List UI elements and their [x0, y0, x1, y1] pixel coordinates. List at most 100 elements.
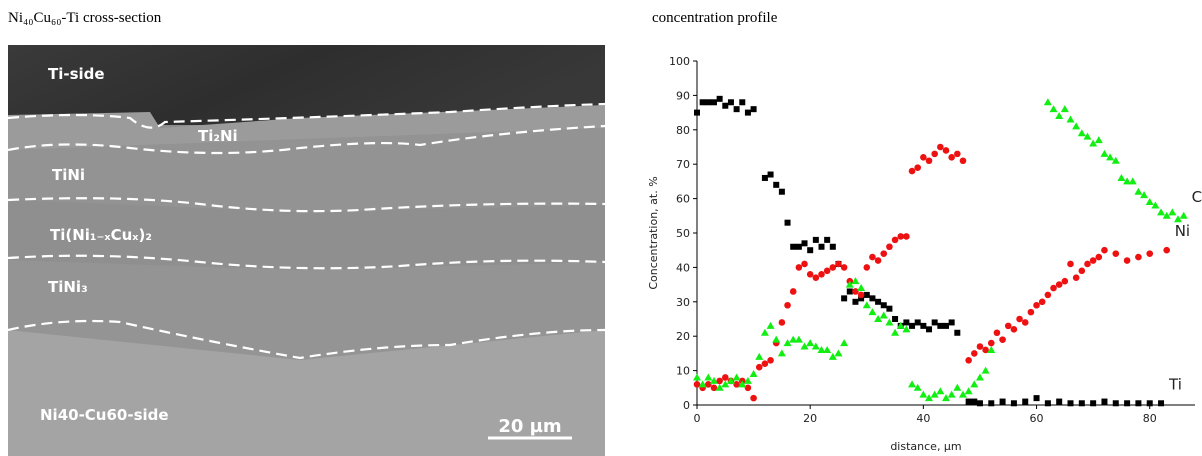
point [1095, 253, 1103, 261]
point [970, 380, 979, 388]
point [925, 394, 934, 402]
point [1077, 129, 1086, 137]
point [1101, 246, 1108, 254]
point [1151, 201, 1160, 209]
point [886, 305, 893, 312]
point [801, 240, 808, 247]
point [914, 319, 921, 326]
point [806, 270, 814, 278]
phase-label: Ti-side [48, 65, 105, 83]
point [710, 384, 718, 392]
point [954, 329, 961, 336]
point [1067, 400, 1074, 407]
point [727, 99, 734, 106]
point [1135, 253, 1142, 261]
point [1055, 281, 1063, 288]
point [761, 360, 769, 368]
point [891, 236, 899, 244]
point [1163, 246, 1171, 254]
point [795, 243, 802, 250]
point [1100, 149, 1109, 157]
point [993, 329, 1001, 337]
point [1078, 267, 1086, 275]
point [840, 264, 848, 271]
point [1111, 156, 1120, 164]
point [902, 325, 911, 333]
point [852, 298, 859, 305]
point [817, 345, 826, 353]
point [824, 236, 831, 243]
point [811, 342, 820, 350]
point [767, 356, 774, 364]
point [694, 109, 700, 116]
phase-label: Ni40-Cu60-side [40, 406, 169, 424]
point [721, 374, 729, 381]
x-tick-label: 80 [1143, 412, 1157, 425]
point [869, 295, 876, 302]
point [965, 398, 972, 405]
point [1055, 112, 1064, 120]
point [1078, 400, 1085, 407]
point [919, 390, 928, 398]
point [862, 301, 871, 309]
point [835, 260, 842, 268]
point [958, 390, 967, 398]
point [1117, 173, 1126, 181]
point [818, 243, 825, 250]
y-tick-label: 10 [676, 365, 690, 378]
point [1022, 398, 1029, 405]
point [801, 260, 808, 268]
point [773, 181, 780, 188]
point [784, 219, 791, 226]
point [981, 366, 990, 374]
point [1135, 400, 1142, 407]
point [823, 267, 831, 275]
point [743, 376, 752, 384]
series-label: Ti [1168, 375, 1182, 393]
point [909, 322, 916, 329]
point [1157, 208, 1166, 216]
point [778, 319, 786, 326]
point [845, 280, 854, 288]
point [982, 346, 989, 354]
chart: 0 10 20 30 40 50 60 70 80 90 100 0 20 40 60 80 distance,… [647, 55, 1202, 453]
y-tick-label: 50 [676, 227, 690, 240]
point [1004, 322, 1012, 330]
point [766, 321, 775, 329]
point [716, 377, 723, 385]
point [885, 318, 894, 326]
point [739, 99, 746, 106]
point [948, 154, 955, 161]
point [715, 383, 724, 391]
point [959, 157, 967, 165]
point [1038, 298, 1046, 306]
point [710, 99, 717, 106]
point [783, 339, 792, 347]
point [970, 350, 978, 357]
point [1101, 398, 1108, 405]
sem-image: Ti-side Ti₂Ni TiNi Ti(Ni₁₋ₓCuₓ)₂ TiNi₃ N… [8, 45, 605, 456]
point [1043, 98, 1052, 106]
point [800, 342, 809, 350]
phase-label: Ti₂Ni [198, 127, 238, 145]
point [964, 387, 973, 395]
point [920, 154, 927, 161]
point [1123, 257, 1131, 264]
point [806, 339, 815, 347]
point [880, 250, 888, 257]
point [931, 319, 938, 326]
point [999, 336, 1006, 343]
point [795, 264, 803, 271]
point [987, 339, 995, 347]
point [699, 99, 706, 106]
point [705, 381, 712, 388]
point [841, 295, 848, 302]
point [942, 147, 950, 154]
x-tick-label: 40 [916, 412, 930, 425]
point [948, 319, 955, 326]
point [829, 243, 836, 250]
point [1112, 400, 1119, 407]
point [709, 376, 718, 384]
point [750, 394, 757, 402]
